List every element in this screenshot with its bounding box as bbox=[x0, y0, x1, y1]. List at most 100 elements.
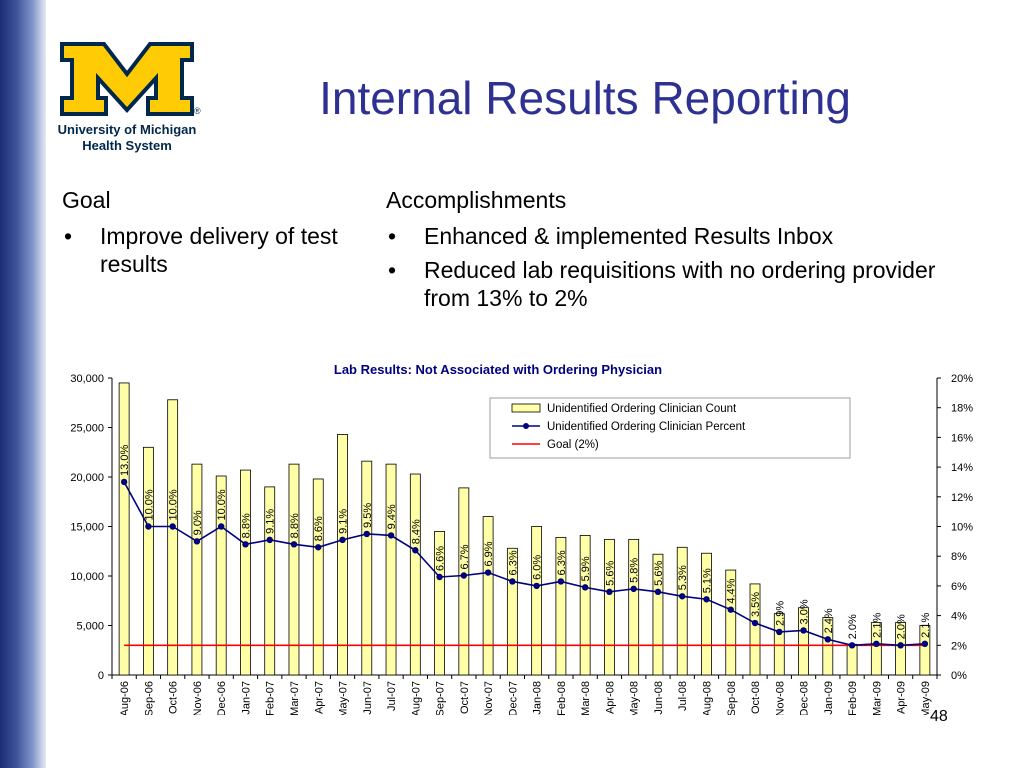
bar bbox=[822, 617, 834, 676]
legend-marker-percent bbox=[523, 423, 529, 429]
percent-point bbox=[679, 593, 686, 600]
percent-point bbox=[387, 532, 395, 539]
bar bbox=[725, 569, 737, 676]
bar bbox=[434, 531, 445, 676]
logo: ® University of Michigan Health System bbox=[52, 40, 202, 160]
percent-point bbox=[339, 536, 346, 544]
bar bbox=[312, 478, 324, 676]
right-tick-label: 12% bbox=[951, 492, 973, 504]
percent-data-label: 10.0% bbox=[143, 489, 155, 520]
percent-point bbox=[242, 541, 249, 548]
percent-point bbox=[290, 541, 298, 548]
left-tick-label: 10,000 bbox=[70, 571, 104, 583]
bar bbox=[142, 446, 154, 676]
bullet-symbol: • bbox=[388, 257, 397, 283]
x-category-label: Dec-06 bbox=[216, 681, 228, 715]
percent-data-label: 10.0% bbox=[168, 489, 180, 520]
percent-point bbox=[630, 585, 637, 593]
left-gradient-bar bbox=[0, 0, 46, 768]
left-tick-label: 15,000 bbox=[70, 522, 104, 534]
legend-label-goal: Goal (2%) bbox=[547, 439, 599, 451]
percent-data-label: 5.6% bbox=[604, 561, 616, 586]
right-tick-label: 20% bbox=[951, 373, 973, 385]
percent-point bbox=[606, 588, 613, 596]
percent-labels: 13.0% 10.0% 10.0% 9.0% 10.0% 8.8% 9.1% 8.8% 8.6%… bbox=[119, 445, 932, 640]
x-category-label: Aug-06 bbox=[119, 681, 131, 715]
accomplishments-section: Accomplishments • Enhanced & implemented… bbox=[386, 186, 986, 318]
x-category-label: Mar-08 bbox=[580, 681, 592, 715]
logo-line-2: Health System bbox=[82, 138, 172, 153]
percent-data-label: 8.6% bbox=[313, 516, 325, 541]
bar bbox=[798, 607, 809, 676]
x-category-label: Feb-09 bbox=[847, 681, 859, 715]
goal-section: Goal • Improve delivery of test results bbox=[62, 186, 362, 284]
percent-data-label: 9.1% bbox=[338, 509, 350, 534]
percent-data-label: 9.0% bbox=[192, 510, 204, 535]
percent-point bbox=[436, 573, 443, 581]
x-category-label: Oct-08 bbox=[750, 681, 762, 714]
x-category-label: Jun-07 bbox=[362, 681, 374, 715]
page-number: 48 bbox=[930, 708, 948, 725]
chart-title: Lab Results: Not Associated with Orderin… bbox=[334, 362, 662, 377]
percent-data-label: 2.9% bbox=[774, 601, 786, 626]
right-tick-label: 2% bbox=[951, 640, 967, 652]
percent-data-label: 2.1% bbox=[871, 613, 883, 638]
accomplishment-bullet: • Reduced lab requisitions with no order… bbox=[386, 256, 984, 312]
percent-point bbox=[654, 588, 662, 596]
percent-point bbox=[727, 606, 734, 613]
bar bbox=[895, 622, 907, 676]
x-category-label: May-07 bbox=[338, 681, 350, 715]
x-category-label: May-08 bbox=[629, 681, 641, 715]
percent-data-label: 2.4% bbox=[823, 608, 835, 633]
percent-point bbox=[484, 569, 492, 576]
percent-point bbox=[848, 642, 856, 649]
slide-title: Internal Results Reporting bbox=[319, 72, 851, 124]
x-category-label: Oct-06 bbox=[168, 681, 180, 714]
right-tick-label: 10% bbox=[951, 522, 973, 534]
bar bbox=[531, 526, 543, 676]
x-category-label: Jul-07 bbox=[386, 681, 398, 711]
percent-data-label: 5.1% bbox=[701, 568, 713, 593]
x-category-label: Nov-06 bbox=[192, 681, 204, 715]
x-tick-labels: Aug-06 Sep-06 Oct-06 Nov-06 Dec-06 Jan-07 Feb-… bbox=[119, 681, 932, 715]
bar bbox=[676, 546, 688, 676]
bar bbox=[701, 552, 712, 676]
x-category-label: Nov-07 bbox=[483, 681, 495, 715]
bar bbox=[337, 434, 348, 676]
x-category-label: Jun-08 bbox=[653, 681, 665, 715]
x-category-label: Apr-09 bbox=[896, 681, 908, 714]
bar bbox=[919, 625, 931, 676]
x-category-label: Jan-08 bbox=[532, 681, 544, 715]
percent-point bbox=[703, 596, 710, 603]
legend-label-count: Unidentified Ordering Clinician Count bbox=[547, 403, 737, 415]
percent-point bbox=[412, 547, 419, 554]
x-category-label: Sep-06 bbox=[143, 681, 155, 715]
right-tick-label: 18% bbox=[951, 403, 973, 415]
x-category-label: Apr-08 bbox=[604, 681, 616, 714]
bar bbox=[288, 463, 300, 676]
percent-data-label: 3.0% bbox=[799, 599, 811, 624]
bar bbox=[409, 473, 421, 676]
accomplishment-bullet: • Enhanced & implemented Results Inbox bbox=[386, 222, 986, 250]
percent-point bbox=[217, 523, 225, 530]
bar bbox=[482, 516, 494, 676]
registered-mark: ® bbox=[194, 106, 201, 116]
percent-data-label: 6.6% bbox=[435, 546, 447, 571]
bar bbox=[773, 613, 785, 676]
left-tick-label: 30,000 bbox=[70, 373, 104, 385]
accomplishments-heading: Accomplishments bbox=[386, 187, 567, 213]
bar bbox=[628, 538, 640, 676]
left-tick-label: 25,000 bbox=[70, 423, 104, 435]
right-tick-label: 4% bbox=[951, 611, 967, 623]
percent-data-label: 9.4% bbox=[386, 504, 398, 529]
left-tick-label: 20,000 bbox=[70, 472, 104, 484]
goal-bullet: • Improve delivery of test results bbox=[62, 222, 362, 278]
percent-data-label: 2.1% bbox=[920, 613, 932, 638]
x-category-label: Dec-08 bbox=[799, 681, 811, 715]
bar bbox=[385, 463, 397, 676]
right-tick-label: 16% bbox=[951, 432, 973, 444]
right-tick-label: 6% bbox=[951, 581, 967, 593]
percent-point bbox=[751, 619, 759, 627]
bar bbox=[118, 382, 130, 676]
x-category-label: Aug-07 bbox=[410, 681, 422, 715]
